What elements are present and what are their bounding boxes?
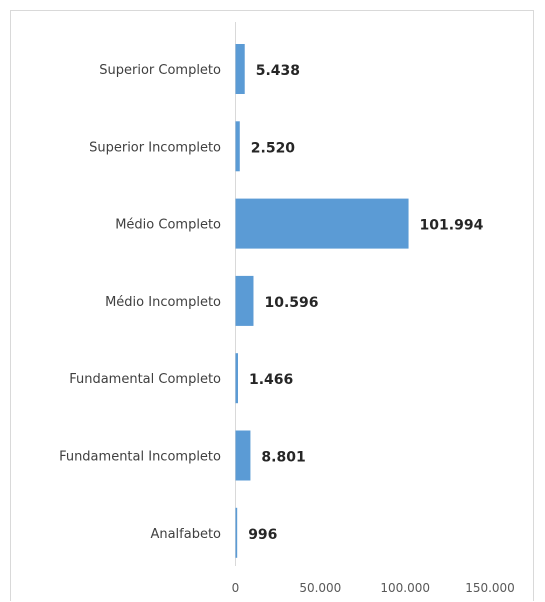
value-label: 2.520 <box>251 140 296 156</box>
category-label: Superior Completo <box>99 63 221 78</box>
category-label: Superior Incompleto <box>89 140 221 155</box>
value-label: 8.801 <box>261 450 305 466</box>
bar-6 <box>235 507 238 558</box>
x-tick-label: 100.000 <box>380 581 430 595</box>
category-label: Médio Completo <box>115 218 221 233</box>
bar-3 <box>235 275 254 326</box>
bar-2 <box>235 198 409 249</box>
bar-0 <box>235 44 245 94</box>
bar-1 <box>235 121 240 172</box>
value-label: 1.466 <box>249 372 293 388</box>
value-label: 101.994 <box>420 218 484 234</box>
chart-frame <box>10 10 534 601</box>
x-tick-label: 0 <box>232 581 240 595</box>
bar-4 <box>235 353 238 404</box>
value-label: 10.596 <box>264 295 318 311</box>
x-tick-label: 150.000 <box>465 581 515 595</box>
category-label: Fundamental Completo <box>69 372 221 387</box>
x-tick-label: 50.000 <box>299 581 341 595</box>
category-label: Analfabeto <box>150 527 221 542</box>
category-label: Fundamental Incompleto <box>59 450 221 465</box>
bar-5 <box>235 430 251 481</box>
category-label: Médio Incompleto <box>105 295 221 310</box>
value-label: 996 <box>248 527 277 543</box>
value-label: 5.438 <box>256 63 300 79</box>
